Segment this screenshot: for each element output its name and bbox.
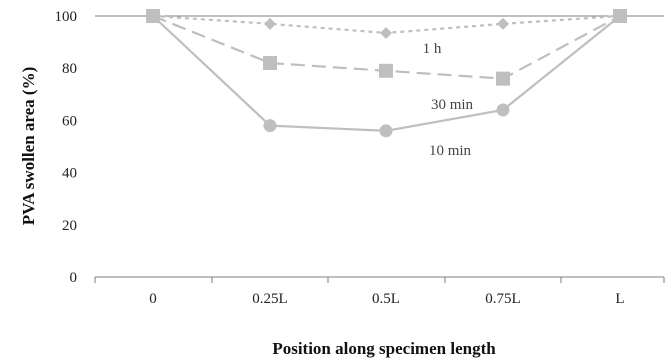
- x-tick-label: 0: [149, 291, 157, 307]
- y-tick-label: 0: [70, 270, 78, 286]
- data-point: [264, 17, 276, 30]
- data-point: [379, 124, 393, 138]
- x-tick-label: 0.25L: [252, 291, 287, 307]
- data-point: [379, 63, 393, 78]
- x-tick-label: 0.75L: [485, 291, 520, 307]
- y-tick-label: 80: [62, 61, 77, 77]
- series-labels: 1 h 30 min 10 min: [423, 41, 474, 159]
- data-point: [380, 26, 392, 39]
- series-2: [146, 9, 627, 138]
- y-axis-ticks: 0 20 40 60 80 100: [55, 9, 664, 286]
- y-tick-label: 20: [62, 218, 77, 234]
- x-tick-label: 0.5L: [372, 291, 400, 307]
- y-axis-title: PVA swollen area (%): [19, 67, 38, 226]
- data-point: [263, 55, 277, 70]
- y-tick-label: 60: [62, 113, 77, 129]
- series-0: [147, 10, 626, 39]
- data-point: [613, 9, 627, 23]
- data-point: [263, 119, 277, 133]
- series-label: 30 min: [431, 97, 474, 113]
- x-axis-ticks: 0 0.25L 0.5L 0.75L L: [94, 277, 665, 307]
- series-label: 1 h: [423, 41, 442, 57]
- series-layer: [146, 9, 627, 138]
- x-axis-title: Position along specimen length: [272, 339, 496, 358]
- data-point: [146, 9, 160, 23]
- data-point: [496, 71, 510, 86]
- data-point: [496, 103, 510, 117]
- y-tick-label: 40: [62, 166, 77, 182]
- data-point: [497, 17, 509, 30]
- series-label: 10 min: [429, 143, 472, 159]
- y-tick-label: 100: [55, 9, 78, 25]
- x-tick-label: L: [615, 291, 624, 307]
